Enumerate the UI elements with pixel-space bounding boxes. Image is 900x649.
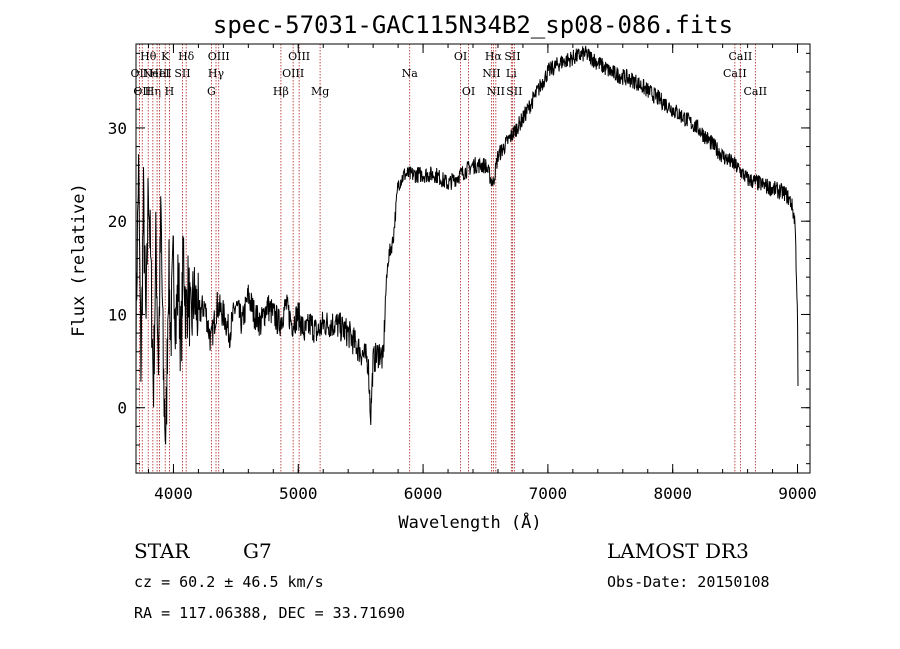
line-label-13: Hβ [273,85,289,98]
x-tick-label: 7000 [529,484,568,503]
line-label-12: OIII [208,50,230,63]
line-label-16: Mg [311,85,329,98]
line-label-3: Hη [145,85,161,98]
line-label-14: OIII [282,67,304,80]
line-label-18: OI [454,50,467,63]
axis-ticks: 4000 5000 6000 7000 8000 9000 0 10 20 30 [108,44,817,503]
line-label-27: CaII [729,50,753,63]
obs-date: Obs-Date: 20150108 [607,573,770,591]
line-label-0: OII [131,67,149,80]
x-tick-label: 9000 [778,484,817,503]
y-tick-label: 10 [108,305,127,324]
object-class: STAR [134,539,190,563]
y-tick-label: 20 [108,212,127,231]
line-label-4: NeIII [143,67,172,80]
line-label-19: OI [462,85,475,98]
line-label-26: CaII [723,67,747,80]
coordinates: RA = 117.06388, DEC = 33.71690 [134,604,405,622]
x-tick-label: 8000 [653,484,692,503]
line-label-9: Hδ [178,50,195,63]
survey-name: LAMOST DR3 [607,539,749,563]
y-tick-label: 0 [117,399,127,418]
line-label-6: K [161,50,170,63]
line-label-20: NII [482,67,500,80]
line-label-11: Hγ [208,67,225,80]
x-axis-label: Wavelength (Å) [398,511,541,533]
y-axis-label: Flux (relative) [69,183,89,337]
line-label-8: SII [174,67,190,80]
line-label-17: Na [402,67,419,80]
line-label-1: OII [133,85,151,98]
line-label-21: Hα [485,50,503,63]
y-tick-label: 30 [108,119,127,138]
chart-title: spec-57031-GAC115N34B2_sp08-086.fits [213,11,733,39]
redshift-text: cz = 60.2 ± 46.5 km/s [134,573,324,591]
line-label-2: Hθ [140,50,157,63]
line-label-5: HeI [149,67,169,80]
line-label-10: G [207,85,216,98]
line-label-28: CaII [743,85,767,98]
x-tick-label: 6000 [404,484,443,503]
line-label-25: SII [506,85,522,98]
line-label-22: NII [487,85,505,98]
line-label-7: H [165,85,175,98]
line-label-23: Li [506,67,517,80]
line-label-24: SII [504,50,520,63]
plot-frame [135,43,811,474]
x-tick-label: 5000 [279,484,318,503]
spectrum-curve [135,45,799,445]
x-tick-label: 4000 [154,484,193,503]
line-label-15: OIII [288,50,310,63]
spectral-subclass: G7 [243,539,272,563]
